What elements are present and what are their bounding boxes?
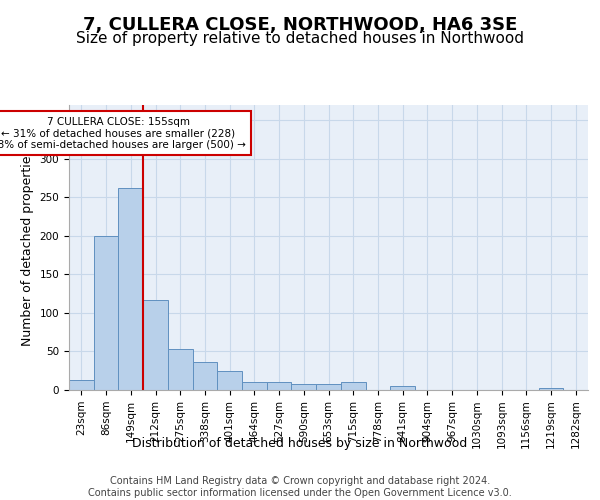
Text: 7, CULLERA CLOSE, NORTHWOOD, HA6 3SE: 7, CULLERA CLOSE, NORTHWOOD, HA6 3SE: [83, 16, 517, 34]
Bar: [292, 384, 316, 390]
Bar: [539, 388, 563, 390]
Bar: [118, 188, 143, 390]
Bar: [217, 370, 242, 390]
Bar: [69, 380, 94, 390]
Bar: [341, 382, 365, 390]
Bar: [390, 386, 415, 390]
Bar: [193, 362, 217, 390]
Bar: [316, 384, 341, 390]
Text: Size of property relative to detached houses in Northwood: Size of property relative to detached ho…: [76, 31, 524, 46]
Bar: [143, 300, 168, 390]
Text: Contains HM Land Registry data © Crown copyright and database right 2024.
Contai: Contains HM Land Registry data © Crown c…: [88, 476, 512, 498]
Bar: [168, 349, 193, 390]
Bar: [267, 382, 292, 390]
Bar: [242, 382, 267, 390]
Text: 7 CULLERA CLOSE: 155sqm
← 31% of detached houses are smaller (228)
68% of semi-d: 7 CULLERA CLOSE: 155sqm ← 31% of detache…: [0, 116, 246, 150]
Bar: [94, 236, 118, 390]
Text: Distribution of detached houses by size in Northwood: Distribution of detached houses by size …: [133, 438, 467, 450]
Y-axis label: Number of detached properties: Number of detached properties: [21, 149, 34, 346]
